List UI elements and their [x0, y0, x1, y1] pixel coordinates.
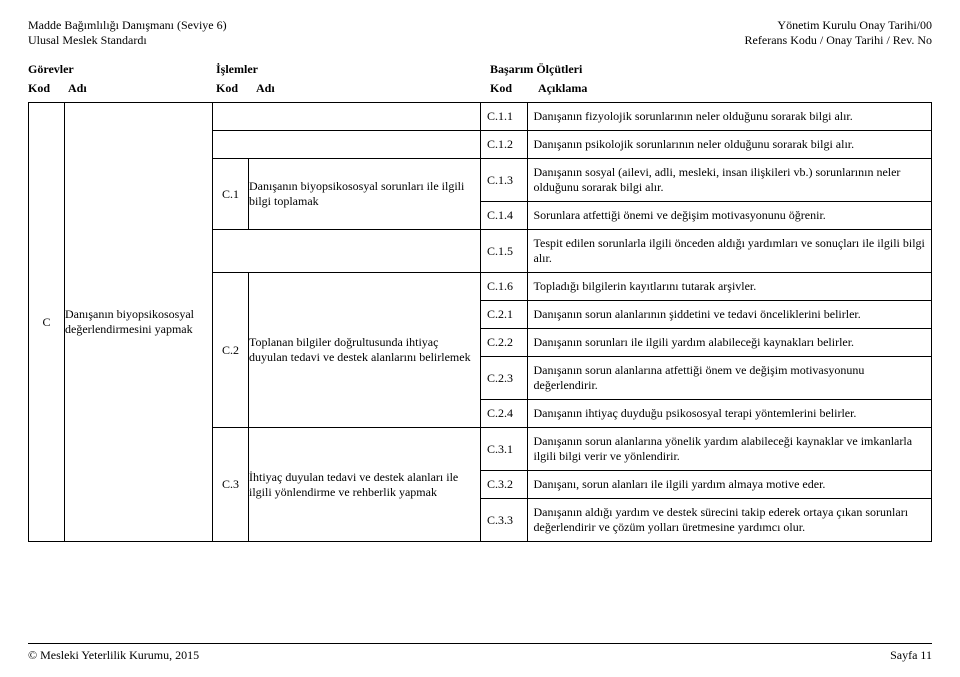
crit-kod: C.1.3 [481, 159, 527, 202]
crit-text: Danışanın ihtiyaç duyduğu psikososyal te… [527, 400, 931, 428]
op-empty-top1 [213, 103, 481, 131]
subheading-aciklama: Açıklama [538, 81, 932, 96]
crit-kod: C.2.3 [481, 357, 527, 400]
task-adi-cell: Danışanın biyopsikososyal değerlendirmes… [65, 103, 213, 542]
section-heading-row: Görevler İşlemler Başarım Ölçütleri [28, 62, 932, 77]
crit-kod: C.1.6 [481, 273, 527, 301]
op-empty-c15 [213, 230, 481, 273]
subheading-kod-3: Kod [490, 81, 538, 96]
crit-text: Sorunlara atfettiği önemi ve değişim mot… [527, 202, 931, 230]
crit-kod: C.2.2 [481, 329, 527, 357]
crit-text: Tespit edilen sorunlarla ilgili önceden … [527, 230, 931, 272]
crit-text: Danışanın sorun alanlarının şiddetini ve… [527, 301, 931, 329]
crit-text: Danışanın sorun alanlarına atfettiği öne… [527, 357, 931, 400]
crit-kod: C.3.2 [481, 471, 527, 499]
footer-left: © Mesleki Yeterlilik Kurumu, 2015 [28, 648, 199, 663]
op-adi-c3: İhtiyaç duyulan tedavi ve destek alanlar… [249, 428, 481, 542]
subheading-adi-2: Adı [256, 81, 490, 96]
criteria-table: C Danışanın biyopsikososyal değerlendirm… [28, 102, 932, 542]
header-left-line2: Ulusal Meslek Standardı [28, 33, 227, 48]
subheading-kod-1: Kod [28, 81, 68, 96]
heading-olcutler: Başarım Ölçütleri [490, 62, 932, 77]
crit-holder-c2: C.1.6 Topladığı bilgilerin kayıtlarını t… [481, 273, 932, 428]
page-header: Madde Bağımlılığı Danışmanı (Seviye 6) U… [28, 18, 932, 48]
task-kod-cell: C [29, 103, 65, 542]
page-footer: © Mesleki Yeterlilik Kurumu, 2015 Sayfa … [28, 643, 932, 663]
header-right: Yönetim Kurulu Onay Tarihi/00 Referans K… [745, 18, 932, 48]
header-left: Madde Bağımlılığı Danışmanı (Seviye 6) U… [28, 18, 227, 48]
crit-text: Danışanın aldığı yardım ve destek süreci… [527, 499, 931, 542]
sub-heading-row: Kod Adı Kod Adı Kod Açıklama [28, 81, 932, 96]
crit-kod: C.1.1 [481, 103, 527, 130]
page: Madde Bağımlılığı Danışmanı (Seviye 6) U… [0, 0, 960, 677]
footer-right: Sayfa 11 [890, 648, 932, 663]
header-right-line2: Referans Kodu / Onay Tarihi / Rev. No [745, 33, 932, 48]
crit-kod: C.2.4 [481, 400, 527, 428]
crit-holder-c11: C.1.1 Danışanın fizyolojik sorunlarının … [481, 103, 932, 131]
table-row: C Danışanın biyopsikososyal değerlendirm… [29, 103, 932, 131]
crit-text: Danışanın sorunları ile ilgili yardım al… [527, 329, 931, 357]
op-kod-c3: C.3 [213, 428, 249, 542]
heading-islemler: İşlemler [216, 62, 490, 77]
subheading-kod-2: Kod [216, 81, 256, 96]
crit-kod: C.3.1 [481, 428, 527, 471]
crit-holder-c3: C.3.1 Danışanın sorun alanlarına yönelik… [481, 428, 932, 542]
crit-text: Danışanı, sorun alanları ile ilgili yard… [527, 471, 931, 499]
crit-kod: C.1.4 [481, 202, 527, 230]
subheading-adi-1: Adı [68, 81, 216, 96]
op-kod-c2: C.2 [213, 273, 249, 428]
heading-gorevler: Görevler [28, 62, 216, 77]
op-kod-c1: C.1 [213, 159, 249, 230]
op-adi-c2: Toplanan bilgiler doğrultusunda ihtiyaç … [249, 273, 481, 428]
crit-text: Danışanın fizyolojik sorunlarının neler … [527, 103, 931, 130]
op-adi-c1: Danışanın biyopsikososyal sorunları ile … [249, 159, 481, 230]
header-left-line1: Madde Bağımlılığı Danışmanı (Seviye 6) [28, 18, 227, 33]
crit-holder-c15: C.1.5 Tespit edilen sorunlarla ilgili ön… [481, 230, 932, 273]
crit-kod: C.1.2 [481, 131, 527, 158]
crit-kod: C.1.5 [481, 230, 527, 272]
crit-kod: C.3.3 [481, 499, 527, 542]
header-right-line1: Yönetim Kurulu Onay Tarihi/00 [745, 18, 932, 33]
op-empty-top2 [213, 131, 481, 159]
crit-holder-c12: C.1.2 Danışanın psikolojik sorunlarının … [481, 131, 932, 159]
crit-holder-c13-c14: C.1.3 Danışanın sosyal (ailevi, adli, me… [481, 159, 932, 230]
crit-text: Topladığı bilgilerin kayıtlarını tutarak… [527, 273, 931, 301]
crit-text: Danışanın sorun alanlarına yönelik yardı… [527, 428, 931, 471]
crit-text: Danışanın psikolojik sorunlarının neler … [527, 131, 931, 158]
crit-text: Danışanın sosyal (ailevi, adli, mesleki,… [527, 159, 931, 202]
crit-kod: C.2.1 [481, 301, 527, 329]
